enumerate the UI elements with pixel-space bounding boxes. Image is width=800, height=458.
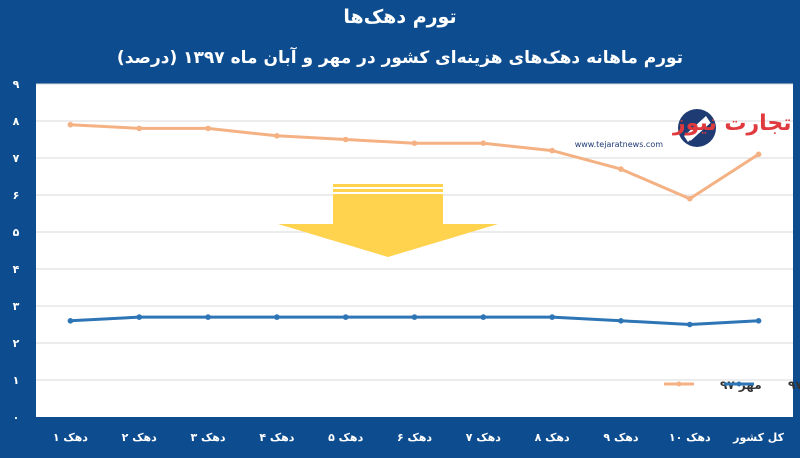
data-point: [549, 147, 555, 154]
logo-url: www.tejaratnews.com: [575, 140, 663, 149]
x-tick-label: دهک ۹: [603, 431, 638, 444]
x-tick-label: دهک ۴: [259, 431, 294, 444]
data-point: [755, 318, 762, 324]
y-tick-label: ۹: [13, 78, 20, 91]
data-point: [136, 125, 143, 132]
x-axis: دهک ۱ دهک ۲ دهک ۳ دهک ۴ دهک ۵ دهک ۶ دهک ۷ دهک ۸…: [53, 431, 785, 444]
x-tick-label: دهک ۳: [190, 431, 225, 444]
data-point: [618, 166, 624, 172]
x-tick-label: دهک ۱۰: [669, 431, 711, 444]
x-tick-label: دهک ۶: [397, 431, 432, 444]
x-tick-label: دهک ۲: [122, 431, 157, 444]
tejaratnews-logo: تجارت نیوز www.tejaratnews.com: [575, 109, 792, 149]
y-tick-label: ۸: [13, 115, 20, 128]
data-point: [136, 314, 143, 320]
data-point: [755, 151, 762, 158]
y-tick-label: ۳: [13, 300, 20, 313]
data-point: [618, 318, 624, 324]
logo-wordmark: تجارت نیوز: [672, 111, 792, 136]
data-point: [480, 314, 487, 320]
data-point: [411, 314, 418, 320]
data-point: [342, 136, 349, 143]
chart-title: تورم دهک‌ها: [343, 6, 457, 28]
x-tick-label: دهک ۸: [535, 431, 570, 444]
data-point: [686, 195, 693, 202]
legend: مهر ۹۷ آبان ۹۷: [664, 377, 800, 392]
data-point: [274, 314, 280, 320]
y-tick-label: ۴: [13, 263, 20, 276]
data-point: [67, 318, 74, 324]
x-tick-label: دهک ۵: [328, 431, 363, 444]
chart-subtitle: تورم ماهانه دهک‌های هزینه‌ای کشور در مهر…: [116, 48, 684, 68]
data-point: [480, 140, 487, 146]
y-tick-label: ۰: [13, 411, 20, 424]
data-point: [205, 125, 211, 132]
data-point: [205, 314, 211, 320]
data-point: [549, 314, 555, 320]
legend-label-aban: آبان ۹۷: [788, 377, 800, 392]
x-tick-label: دهک ۷: [466, 431, 501, 444]
y-tick-label: ۱: [13, 374, 20, 387]
legend-item-aban: آبان ۹۷: [724, 377, 800, 392]
data-point: [411, 140, 418, 146]
y-tick-label: ۵: [13, 226, 20, 239]
y-tick-label: ۷: [13, 152, 20, 165]
y-tick-label: ۶: [13, 189, 20, 202]
data-point: [686, 321, 693, 328]
plot-area: [36, 84, 793, 417]
x-tick-label: دهک ۱: [53, 431, 88, 444]
x-tick-label: کل کشور: [732, 431, 784, 444]
y-tick-label: ۲: [13, 337, 20, 350]
data-point: [342, 314, 349, 320]
series-lines: [67, 121, 762, 328]
down-arrow-icon: [278, 184, 498, 257]
y-axis: ۰ ۱ ۲ ۳ ۴ ۵ ۶ ۷ ۸ ۹: [13, 78, 20, 424]
data-point: [67, 121, 74, 128]
data-point: [274, 133, 280, 139]
